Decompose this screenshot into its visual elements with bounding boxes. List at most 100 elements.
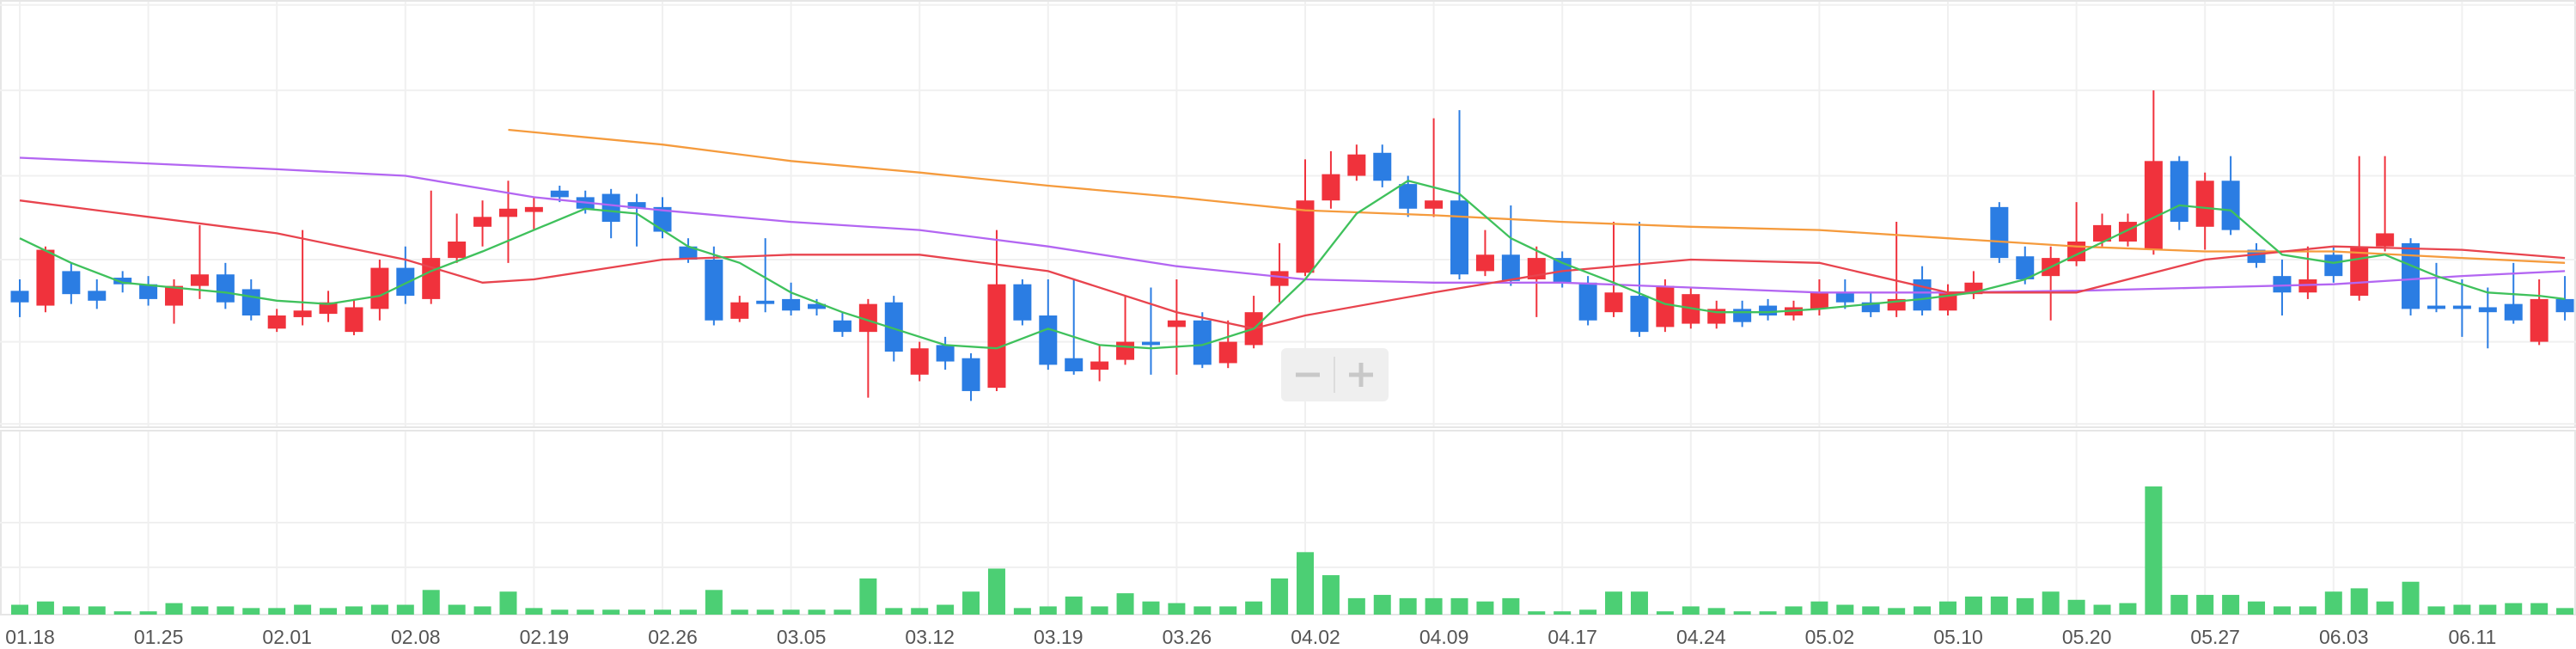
candle-body bbox=[1193, 320, 1212, 365]
volume-bar bbox=[1013, 608, 1031, 615]
volume-bar bbox=[1862, 606, 1880, 615]
volume-bar bbox=[1399, 597, 1417, 615]
candle-body bbox=[550, 190, 569, 198]
volume-bar bbox=[1939, 601, 1956, 615]
volume-bar bbox=[139, 611, 157, 615]
volume-bar bbox=[1450, 597, 1468, 615]
volume-bar bbox=[1322, 575, 1340, 615]
volume-bar bbox=[320, 608, 338, 615]
x-tick-label: 06.11 bbox=[2448, 626, 2496, 648]
volume-bar bbox=[1759, 611, 1777, 615]
volume-bar bbox=[2222, 595, 2240, 615]
volume-bar bbox=[1579, 609, 1597, 615]
candle-body bbox=[216, 274, 235, 303]
volume-bar bbox=[679, 609, 697, 615]
candle-body bbox=[1218, 341, 1237, 364]
candle-body bbox=[858, 303, 877, 333]
volume-bar bbox=[396, 604, 414, 615]
volume-bar bbox=[1810, 601, 1828, 615]
candle-body bbox=[88, 291, 107, 301]
volume-bar bbox=[191, 606, 209, 615]
volume-bar bbox=[1065, 596, 1083, 615]
candle-body bbox=[2402, 242, 2420, 309]
candle-body bbox=[2195, 181, 2214, 227]
candle-body bbox=[1322, 174, 1340, 201]
moving-average-line bbox=[508, 128, 2566, 264]
candle-body bbox=[1990, 206, 2009, 259]
volume-bar bbox=[1733, 611, 1751, 615]
volume-bar bbox=[2016, 597, 2034, 615]
volume-bar bbox=[1682, 606, 1700, 615]
x-tick-label: 03.12 bbox=[905, 626, 955, 648]
candle-body bbox=[2530, 298, 2549, 342]
candle-body bbox=[1090, 361, 1109, 370]
candle-body bbox=[10, 291, 29, 303]
candle-body bbox=[884, 302, 903, 352]
volume-bar bbox=[2324, 591, 2342, 615]
candle-body bbox=[2016, 256, 2035, 279]
volume-bar bbox=[448, 604, 466, 615]
candle-body bbox=[293, 310, 312, 317]
candle-body bbox=[113, 278, 132, 285]
volume-bar bbox=[2556, 608, 2574, 615]
candle-body bbox=[1733, 309, 1752, 322]
candle-body bbox=[2376, 233, 2395, 247]
volume-bar bbox=[2376, 601, 2394, 615]
volume-bar bbox=[1605, 591, 1623, 615]
volume-bar bbox=[756, 609, 774, 615]
candle-body bbox=[653, 206, 672, 232]
candle-body bbox=[2426, 305, 2445, 309]
candle-body bbox=[1810, 292, 1828, 309]
candle-body bbox=[498, 208, 517, 217]
candle-body bbox=[601, 193, 620, 223]
candle-body bbox=[1296, 200, 1315, 273]
volume-bar bbox=[1271, 578, 1289, 615]
candle-body bbox=[627, 202, 646, 209]
candle-body bbox=[370, 267, 389, 309]
moving-average-line bbox=[19, 156, 2566, 294]
volume-bar bbox=[2402, 581, 2420, 615]
candle-body bbox=[190, 274, 209, 286]
volume-bar bbox=[499, 591, 517, 615]
price-panel bbox=[0, 0, 2576, 428]
candle-body bbox=[473, 217, 492, 227]
candle-body bbox=[679, 246, 698, 260]
candle-body bbox=[2118, 222, 2137, 242]
candle-body bbox=[396, 267, 415, 297]
x-tick-label: 03.19 bbox=[1034, 626, 1084, 648]
volume-bar bbox=[730, 609, 748, 615]
volume-bar bbox=[782, 609, 800, 615]
candle-body bbox=[62, 271, 81, 295]
zoom-control[interactable] bbox=[1281, 348, 1389, 401]
volume-bar bbox=[2170, 595, 2188, 615]
volume-bar bbox=[962, 591, 980, 615]
volume-bar bbox=[1219, 606, 1237, 615]
volume-bar bbox=[987, 568, 1005, 615]
candle-body bbox=[1167, 320, 1186, 328]
volume-bar bbox=[345, 606, 363, 615]
volume-bar bbox=[1297, 552, 1314, 615]
candle-body bbox=[422, 258, 441, 299]
candle-body bbox=[1501, 254, 1520, 281]
x-tick-label: 02.26 bbox=[648, 626, 698, 648]
volume-bar bbox=[1656, 611, 1674, 615]
x-tick-label: 04.17 bbox=[1547, 626, 1597, 648]
volume-bar bbox=[577, 609, 595, 615]
volume-bar bbox=[62, 606, 80, 615]
volume-bar bbox=[2350, 588, 2368, 615]
candle-body bbox=[1861, 302, 1880, 313]
volume-bar bbox=[2298, 606, 2317, 615]
volume-bar bbox=[294, 604, 312, 615]
volume-bar bbox=[2067, 599, 2085, 615]
volume-bar bbox=[1090, 606, 1108, 615]
volume-bar bbox=[911, 608, 929, 615]
candle-body bbox=[1475, 254, 1494, 272]
candle-body bbox=[730, 302, 749, 319]
candle-body bbox=[1425, 200, 1444, 209]
volume-bar bbox=[1990, 596, 2008, 615]
volume-bar bbox=[165, 603, 183, 615]
x-tick-label: 05.10 bbox=[1933, 626, 1983, 648]
candle-body bbox=[1373, 152, 1392, 181]
candle-body bbox=[1630, 296, 1649, 333]
candle-body bbox=[1604, 292, 1623, 313]
